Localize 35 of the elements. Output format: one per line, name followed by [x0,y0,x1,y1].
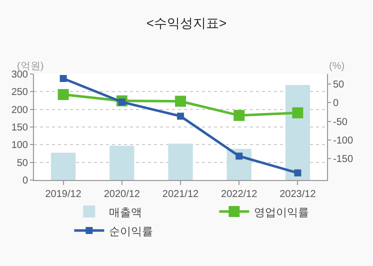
point [60,74,67,82]
point [177,112,184,120]
x-tick-label: 2021/12 [162,189,200,200]
x-tick-label: 2020/12 [104,189,140,200]
bar [285,84,310,180]
y-tick-label: 150 [11,122,28,134]
point [294,169,302,176]
chart-title: <수익성지표> [146,16,227,31]
y-tick-label: 50 [16,158,28,169]
y2-tick-label: -150 [333,154,354,166]
y-tick-label: 100 [11,140,28,152]
legend-label: 매출액 [109,206,142,219]
y2-tick-label: 0 [333,98,339,110]
y2-tick-label: 50 [333,80,345,91]
y-tick-label: 0 [22,176,28,186]
point [292,107,304,118]
y-axis-title: (억원) [17,61,44,72]
y-tick-label: 250 [11,87,28,98]
point [58,89,69,100]
point [236,152,243,160]
x-tick-label: 2023/12 [280,189,316,200]
legend-label: 영업이익률 [254,206,310,219]
point [234,110,245,121]
y2-tick-label: -100 [333,136,354,147]
x-tick-label: 2019/12 [45,189,82,200]
bar [50,152,76,180]
bar [110,146,134,180]
y2-axis-title: (%) [329,61,345,72]
legend-label: 순이익률 [109,226,154,238]
y-tick-label: 300 [11,70,28,80]
bar [168,144,193,180]
y2-tick-label: -50 [333,116,348,128]
x-tick-label: 2022/12 [221,189,258,200]
point [175,96,186,107]
y-tick-label: 200 [11,104,28,116]
